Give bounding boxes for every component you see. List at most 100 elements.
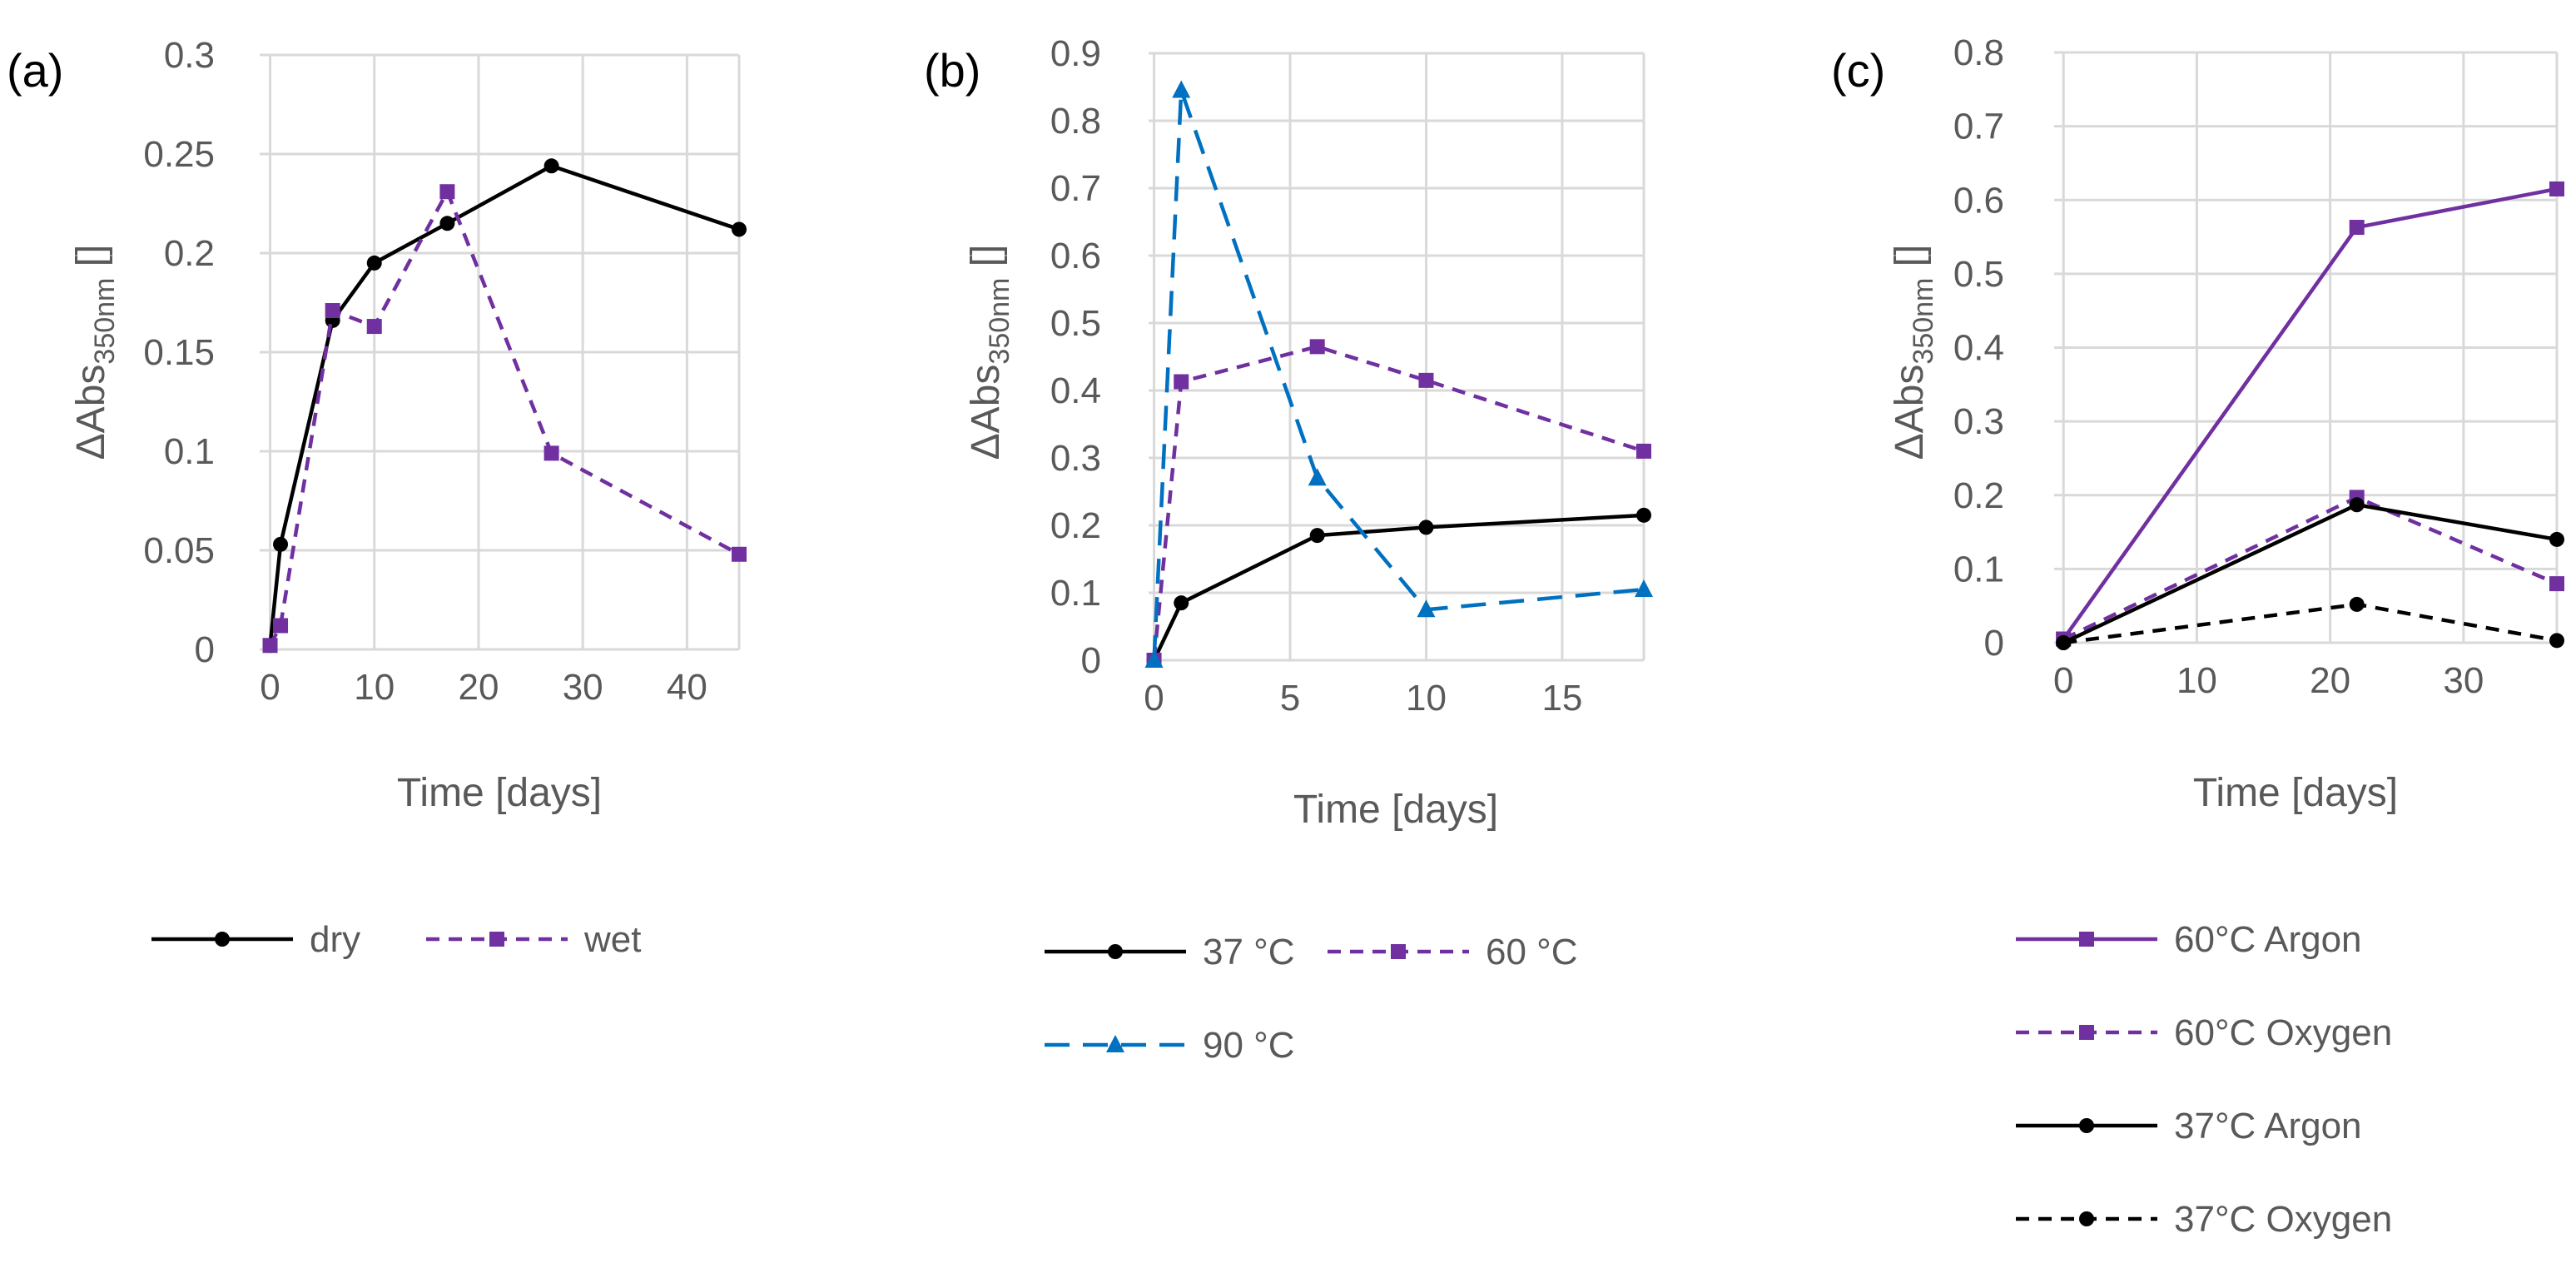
data-point [2549, 531, 2564, 547]
data-point [2549, 576, 2564, 592]
data-point [439, 184, 455, 200]
x-axis-label: Time [days] [397, 771, 602, 815]
y-tick-label: 0.9 [1050, 33, 1101, 74]
y-tick-label: 0.3 [1050, 438, 1101, 479]
data-point [366, 319, 382, 335]
legend-label: 60°C Argon [2174, 919, 2362, 960]
data-point [1635, 579, 1653, 597]
data-point [2349, 497, 2365, 513]
legend-marker [2079, 1211, 2094, 1226]
x-tick-label: 40 [667, 667, 707, 708]
x-axis-label: Time [days] [2193, 771, 2398, 815]
data-point [1636, 443, 1651, 459]
data-point [325, 303, 340, 319]
y-tick-label: 0 [1984, 623, 2004, 664]
y-tick-label: 0.2 [164, 233, 215, 274]
y-tick-label: 0.1 [1050, 573, 1101, 614]
y-tick-label: 0.3 [164, 35, 215, 76]
y-tick-label: 0.2 [1953, 475, 2004, 516]
data-point [732, 221, 747, 237]
legend: 37 °C 60 °C 90 °C [1045, 932, 1578, 1066]
y-tick-label: 0.4 [1050, 370, 1101, 411]
data-point [2549, 181, 2564, 196]
legend: 60°C Argon 60°C Oxygen 37°C Argon 37°C Oxyg… [2016, 919, 2392, 1240]
x-axis-label: Time [days] [1293, 788, 1498, 832]
data-point [1417, 599, 1436, 618]
legend-label: 37 °C [1203, 932, 1295, 972]
data-point [1309, 528, 1325, 544]
data-point [1308, 468, 1327, 486]
x-tick-label: 20 [2310, 660, 2350, 701]
legend-marker [2079, 1025, 2094, 1040]
y-tick-label: 0.8 [1050, 101, 1101, 142]
legend-label: 90 °C [1203, 1025, 1295, 1066]
data-point [543, 445, 559, 461]
data-point [1418, 520, 1434, 535]
legend-label: dry [310, 919, 360, 960]
y-tick-label: 0.5 [1953, 254, 2004, 295]
legend-marker [2079, 1118, 2094, 1133]
legend-marker [1106, 1035, 1124, 1052]
series-line [2062, 602, 2558, 645]
legend-marker [1391, 944, 1406, 959]
y-tick-label: 0.6 [1050, 236, 1101, 276]
data-point [366, 255, 382, 271]
y-tick-label: 0.4 [1953, 328, 2004, 369]
legend-label: 60°C Oxygen [2174, 1012, 2392, 1053]
chart-panel-2: (c) 0 0.1 0.2 0.3 0.4 0.5 0.6 0.7 0.8 0 10 20 30 ΔAbs3… [1831, 32, 2564, 1240]
chart-panel-0: (a) 0 0.05 0.1 0.15 0.2 0.25 0.3 0 10 20 30 40 ΔAbs35… [7, 35, 747, 960]
x-tick-label: 30 [2443, 660, 2484, 701]
x-tick-label: 0 [2053, 660, 2073, 701]
data-point [543, 158, 559, 174]
series-wet [262, 184, 747, 654]
legend-label: 37°C Oxygen [2174, 1199, 2392, 1240]
data-point [439, 216, 455, 231]
data-point [1636, 507, 1651, 523]
y-tick-label: 0.7 [1953, 107, 2004, 147]
y-axis-label: ΔAbs350nm [] [1888, 245, 1939, 460]
x-tick-label: 10 [2176, 660, 2217, 701]
x-tick-label: 10 [1406, 678, 1447, 719]
chart-panel-1: (b) 0 0.1 0.2 0.3 0.4 0.5 0.6 0.7 0.8 0.9 0 5 10 15 ΔAb… [924, 33, 1653, 1066]
legend-label: 37°C Argon [2174, 1106, 2362, 1146]
x-tick-label: 10 [354, 667, 395, 708]
legend: dry wet [151, 919, 641, 960]
y-tick-label: 0.6 [1953, 180, 2004, 221]
y-tick-label: 0 [195, 629, 215, 670]
x-tick-label: 0 [1144, 678, 1164, 719]
y-tick-label: 0 [1081, 640, 1101, 681]
x-tick-label: 30 [563, 667, 603, 708]
panel-label: (b) [924, 44, 980, 97]
y-tick-label: 0.1 [1953, 549, 2004, 589]
series-90-c [1144, 80, 1653, 668]
panel-label: (c) [1831, 44, 1885, 97]
y-axis-label: ΔAbs350nm [] [69, 245, 121, 460]
series-line [268, 164, 740, 646]
data-point [1174, 374, 1189, 390]
series-37-c [1146, 507, 1651, 668]
data-point [2349, 596, 2365, 612]
y-tick-label: 0.2 [1050, 505, 1101, 546]
series-60-c [1146, 339, 1651, 668]
data-point [1174, 595, 1189, 611]
legend-marker [489, 932, 504, 947]
data-point [732, 546, 747, 562]
y-tick-label: 0.15 [143, 332, 215, 373]
data-point [2056, 635, 2072, 650]
data-point [1418, 372, 1434, 388]
y-tick-label: 0.7 [1050, 168, 1101, 209]
x-tick-label: 5 [1280, 678, 1300, 719]
data-point [1309, 339, 1325, 355]
x-tick-label: 15 [1541, 678, 1582, 719]
series-line [2062, 503, 2558, 645]
legend-marker [215, 932, 230, 947]
series-line [268, 189, 741, 647]
x-tick-label: 20 [458, 667, 499, 708]
data-point [2349, 220, 2365, 236]
y-tick-label: 0.5 [1050, 303, 1101, 344]
series-dry [262, 158, 747, 654]
data-point [2549, 633, 2564, 649]
legend-marker [2079, 932, 2094, 947]
